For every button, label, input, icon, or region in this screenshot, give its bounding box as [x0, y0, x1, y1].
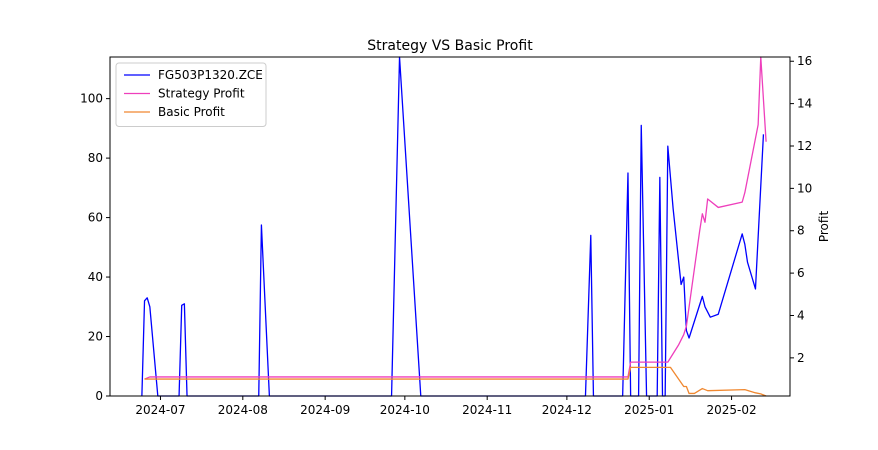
y-right-tick-label: 8 [797, 224, 805, 238]
y-left-tick-label: 20 [88, 330, 103, 344]
legend: FG503P1320.ZCE Strategy Profit Basic Profi… [115, 62, 267, 127]
x-tick-label: 2024-08 [218, 403, 268, 417]
y-right-tick-label: 16 [797, 54, 812, 68]
legend-label: Basic Profit [158, 105, 225, 119]
y-axis-left: 0 20 40 60 80 100 [80, 92, 110, 403]
x-tick-label: 2024-10 [380, 403, 430, 417]
y-right-tick-label: 12 [797, 139, 812, 153]
chart-title: Strategy VS Basic Profit [367, 38, 533, 54]
y-right-tick-label: 2 [797, 351, 805, 365]
y-left-tick-label: 60 [88, 211, 103, 225]
legend-label: Strategy Profit [158, 87, 245, 101]
y-axis-right: 2 4 6 8 10 12 14 16 [790, 54, 812, 365]
y-left-tick-label: 80 [88, 151, 103, 165]
x-tick-label: 2024-09 [300, 403, 350, 417]
y-right-tick-label: 10 [797, 181, 812, 195]
x-tick-label: 2024-11 [462, 403, 512, 417]
y-left-tick-label: 100 [80, 92, 103, 106]
x-tick-label: 2024-07 [135, 403, 185, 417]
x-tick-label: 2025-01 [624, 403, 674, 417]
x-tick-label: 2024-12 [542, 403, 592, 417]
y-right-tick-label: 4 [797, 308, 805, 322]
y-axis-right-label: Profit [817, 211, 831, 243]
x-tick-label: 2025-02 [706, 403, 756, 417]
y-left-tick-label: 40 [88, 270, 103, 284]
x-axis: 2024-07 2024-08 2024-09 2024-10 2024-11 2024-… [135, 396, 757, 417]
series-line-2 [144, 56, 767, 380]
legend-box [115, 62, 267, 127]
y-right-tick-label: 6 [797, 266, 805, 280]
y-left-tick-label: 0 [95, 389, 103, 403]
y-right-tick-label: 14 [797, 97, 812, 111]
series-line-3 [144, 366, 767, 397]
legend-label: FG503P1320.ZCE [158, 68, 263, 82]
axes-frame [109, 56, 791, 397]
